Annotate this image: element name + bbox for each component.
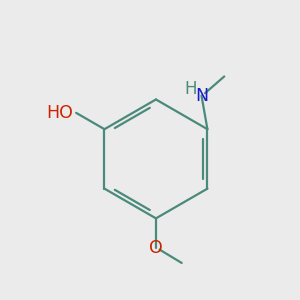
Text: O: O xyxy=(149,239,163,257)
Text: HO: HO xyxy=(46,104,73,122)
Text: H: H xyxy=(185,80,197,98)
Text: N: N xyxy=(195,86,208,104)
